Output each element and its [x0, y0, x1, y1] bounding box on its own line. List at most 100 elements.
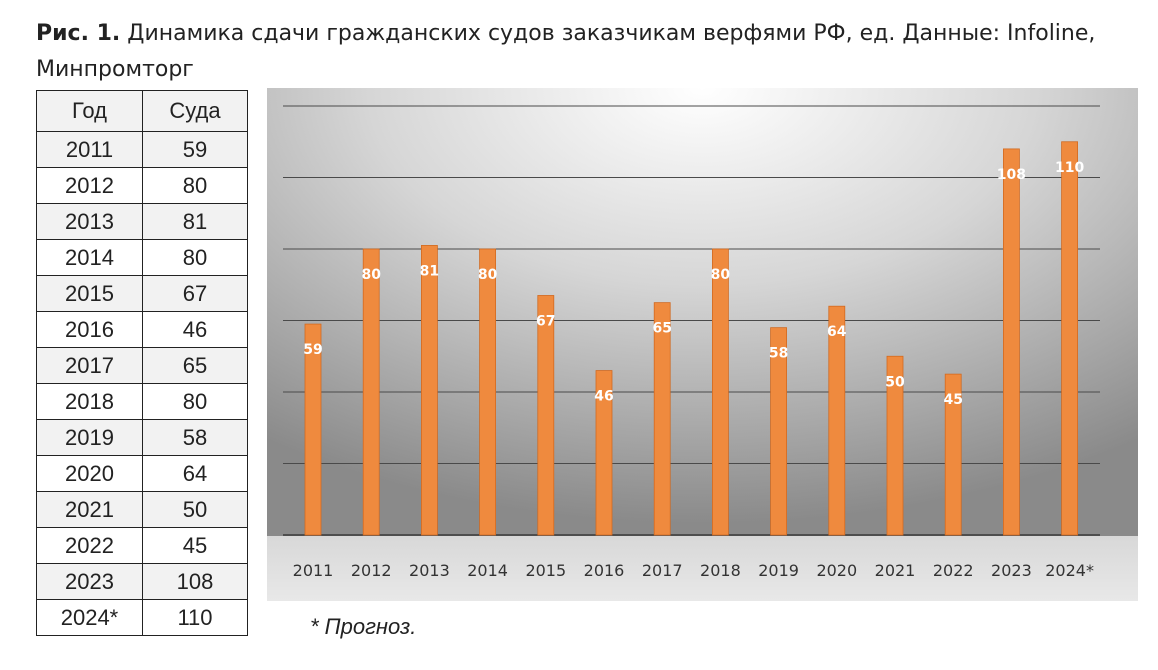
bar — [770, 327, 788, 536]
table-cell-ships: 59 — [142, 131, 248, 168]
data-label: 80 — [478, 267, 498, 283]
table-row: 2019 58 — [36, 419, 248, 456]
bar — [886, 355, 904, 536]
table-cell-year: 2019 — [36, 419, 143, 456]
data-label: 59 — [303, 342, 322, 358]
x-tick-label: 2018 — [700, 561, 741, 580]
table-cell-year: 2016 — [36, 311, 143, 348]
data-label: 65 — [652, 321, 671, 337]
table-row: 2013 81 — [36, 203, 248, 240]
table-cell-ships: 65 — [142, 347, 248, 384]
header-year: Год — [36, 90, 143, 132]
table-row: 2018 80 — [36, 383, 248, 420]
bar — [362, 248, 380, 536]
bar — [1003, 148, 1020, 536]
table-row: 2012 80 — [36, 167, 248, 204]
bar — [1061, 141, 1078, 536]
data-label: 50 — [885, 374, 905, 390]
table-row: 2022 45 — [36, 527, 248, 564]
data-label: 58 — [769, 346, 788, 362]
table-cell-year: 2014 — [36, 239, 143, 276]
table-cell-ships: 108 — [142, 563, 248, 600]
data-label: 46 — [594, 389, 613, 405]
grid-lines — [283, 105, 1100, 536]
bar — [420, 245, 438, 536]
data-label: 108 — [997, 167, 1026, 183]
table-row: 2023 108 — [36, 563, 248, 600]
table-body: 2011 59 2012 80 2013 81 2014 80 2015 67 2016 46 2017… — [36, 131, 248, 636]
bar — [537, 295, 555, 536]
bar — [595, 370, 613, 536]
data-label: 64 — [827, 324, 847, 340]
bar — [711, 248, 729, 536]
data-label: 110 — [1055, 160, 1084, 176]
data-labels: 59 80 81 80 67 46 65 80 58 64 50 45 108 110 — [303, 160, 1084, 408]
forecast-note: * Прогноз. — [310, 614, 417, 639]
table-cell-year: 2024* — [36, 599, 143, 636]
table-cell-year: 2013 — [36, 203, 143, 240]
bar — [828, 305, 846, 536]
table-cell-ships: 110 — [142, 599, 248, 636]
table-cell-year: 2017 — [36, 347, 143, 384]
caption-label: Рис. 1. — [36, 21, 121, 46]
x-tick-label: 2021 — [875, 561, 916, 580]
x-tick-label: 2017 — [642, 561, 683, 580]
data-label: 81 — [420, 263, 439, 279]
table-row: 2024* 110 — [36, 599, 248, 636]
table-cell-year: 2011 — [36, 131, 143, 168]
x-tick-label: 2022 — [933, 561, 974, 580]
data-label: 80 — [711, 267, 731, 283]
table-cell-year: 2022 — [36, 527, 143, 564]
table-row: 2021 50 — [36, 491, 248, 528]
x-tick-label: 2024* — [1045, 561, 1094, 580]
chart-background — [267, 88, 1138, 601]
table-cell-ships: 50 — [142, 491, 248, 528]
table-header-row: Год Суда — [36, 90, 248, 132]
x-tick-label: 2023 — [991, 561, 1032, 580]
x-tick-label: 2016 — [584, 561, 625, 580]
x-tick-labels: 2011 2012 2013 2014 2015 2016 2017 2018 2019 2020… — [293, 561, 1094, 580]
x-tick-label: 2020 — [816, 561, 857, 580]
table-cell-year: 2021 — [36, 491, 143, 528]
table-row: 2020 64 — [36, 455, 248, 492]
data-label: 45 — [943, 392, 962, 408]
table-row: 2015 67 — [36, 275, 248, 312]
data-table: Год Суда 2011 59 2012 80 2013 81 2014 80 2015 67 2… — [36, 90, 248, 636]
table-cell-ships: 64 — [142, 455, 248, 492]
table-cell-ships: 46 — [142, 311, 248, 348]
bar — [653, 302, 671, 536]
data-label: 80 — [361, 267, 381, 283]
table-cell-ships: 67 — [142, 275, 248, 312]
table-cell-ships: 80 — [142, 383, 248, 420]
table-cell-ships: 80 — [142, 239, 248, 276]
caption-text: Динамика сдачи гражданских судов заказчи… — [36, 21, 1096, 82]
table-cell-ships: 81 — [142, 203, 248, 240]
table-row: 2017 65 — [36, 347, 248, 384]
figure-caption: Рис. 1. Динамика сдачи гражданских судов… — [36, 16, 1136, 88]
table-cell-ships: 58 — [142, 419, 248, 456]
table-row: 2014 80 — [36, 239, 248, 276]
bars — [304, 141, 1078, 536]
x-tick-label: 2019 — [758, 561, 799, 580]
table-cell-ships: 45 — [142, 527, 248, 564]
table-cell-year: 2018 — [36, 383, 143, 420]
table-cell-year: 2012 — [36, 167, 143, 204]
x-tick-label: 2012 — [351, 561, 392, 580]
header-ships: Суда — [142, 90, 248, 132]
x-tick-label: 2014 — [467, 561, 508, 580]
x-tick-label: 2013 — [409, 561, 450, 580]
table-cell-ships: 80 — [142, 167, 248, 204]
bar — [479, 248, 497, 536]
table-row: 2016 46 — [36, 311, 248, 348]
bar-chart: 59 80 81 80 67 46 65 80 58 64 50 45 108 110 2011 2012 2… — [267, 88, 1138, 601]
x-tick-label: 2015 — [525, 561, 566, 580]
table-row: 2011 59 — [36, 131, 248, 168]
table-cell-year: 2020 — [36, 455, 143, 492]
bar — [944, 373, 962, 536]
x-tick-label: 2011 — [293, 561, 334, 580]
data-label: 67 — [536, 313, 555, 329]
table-cell-year: 2015 — [36, 275, 143, 312]
axis-label-band — [267, 536, 1138, 601]
bar — [304, 323, 322, 536]
